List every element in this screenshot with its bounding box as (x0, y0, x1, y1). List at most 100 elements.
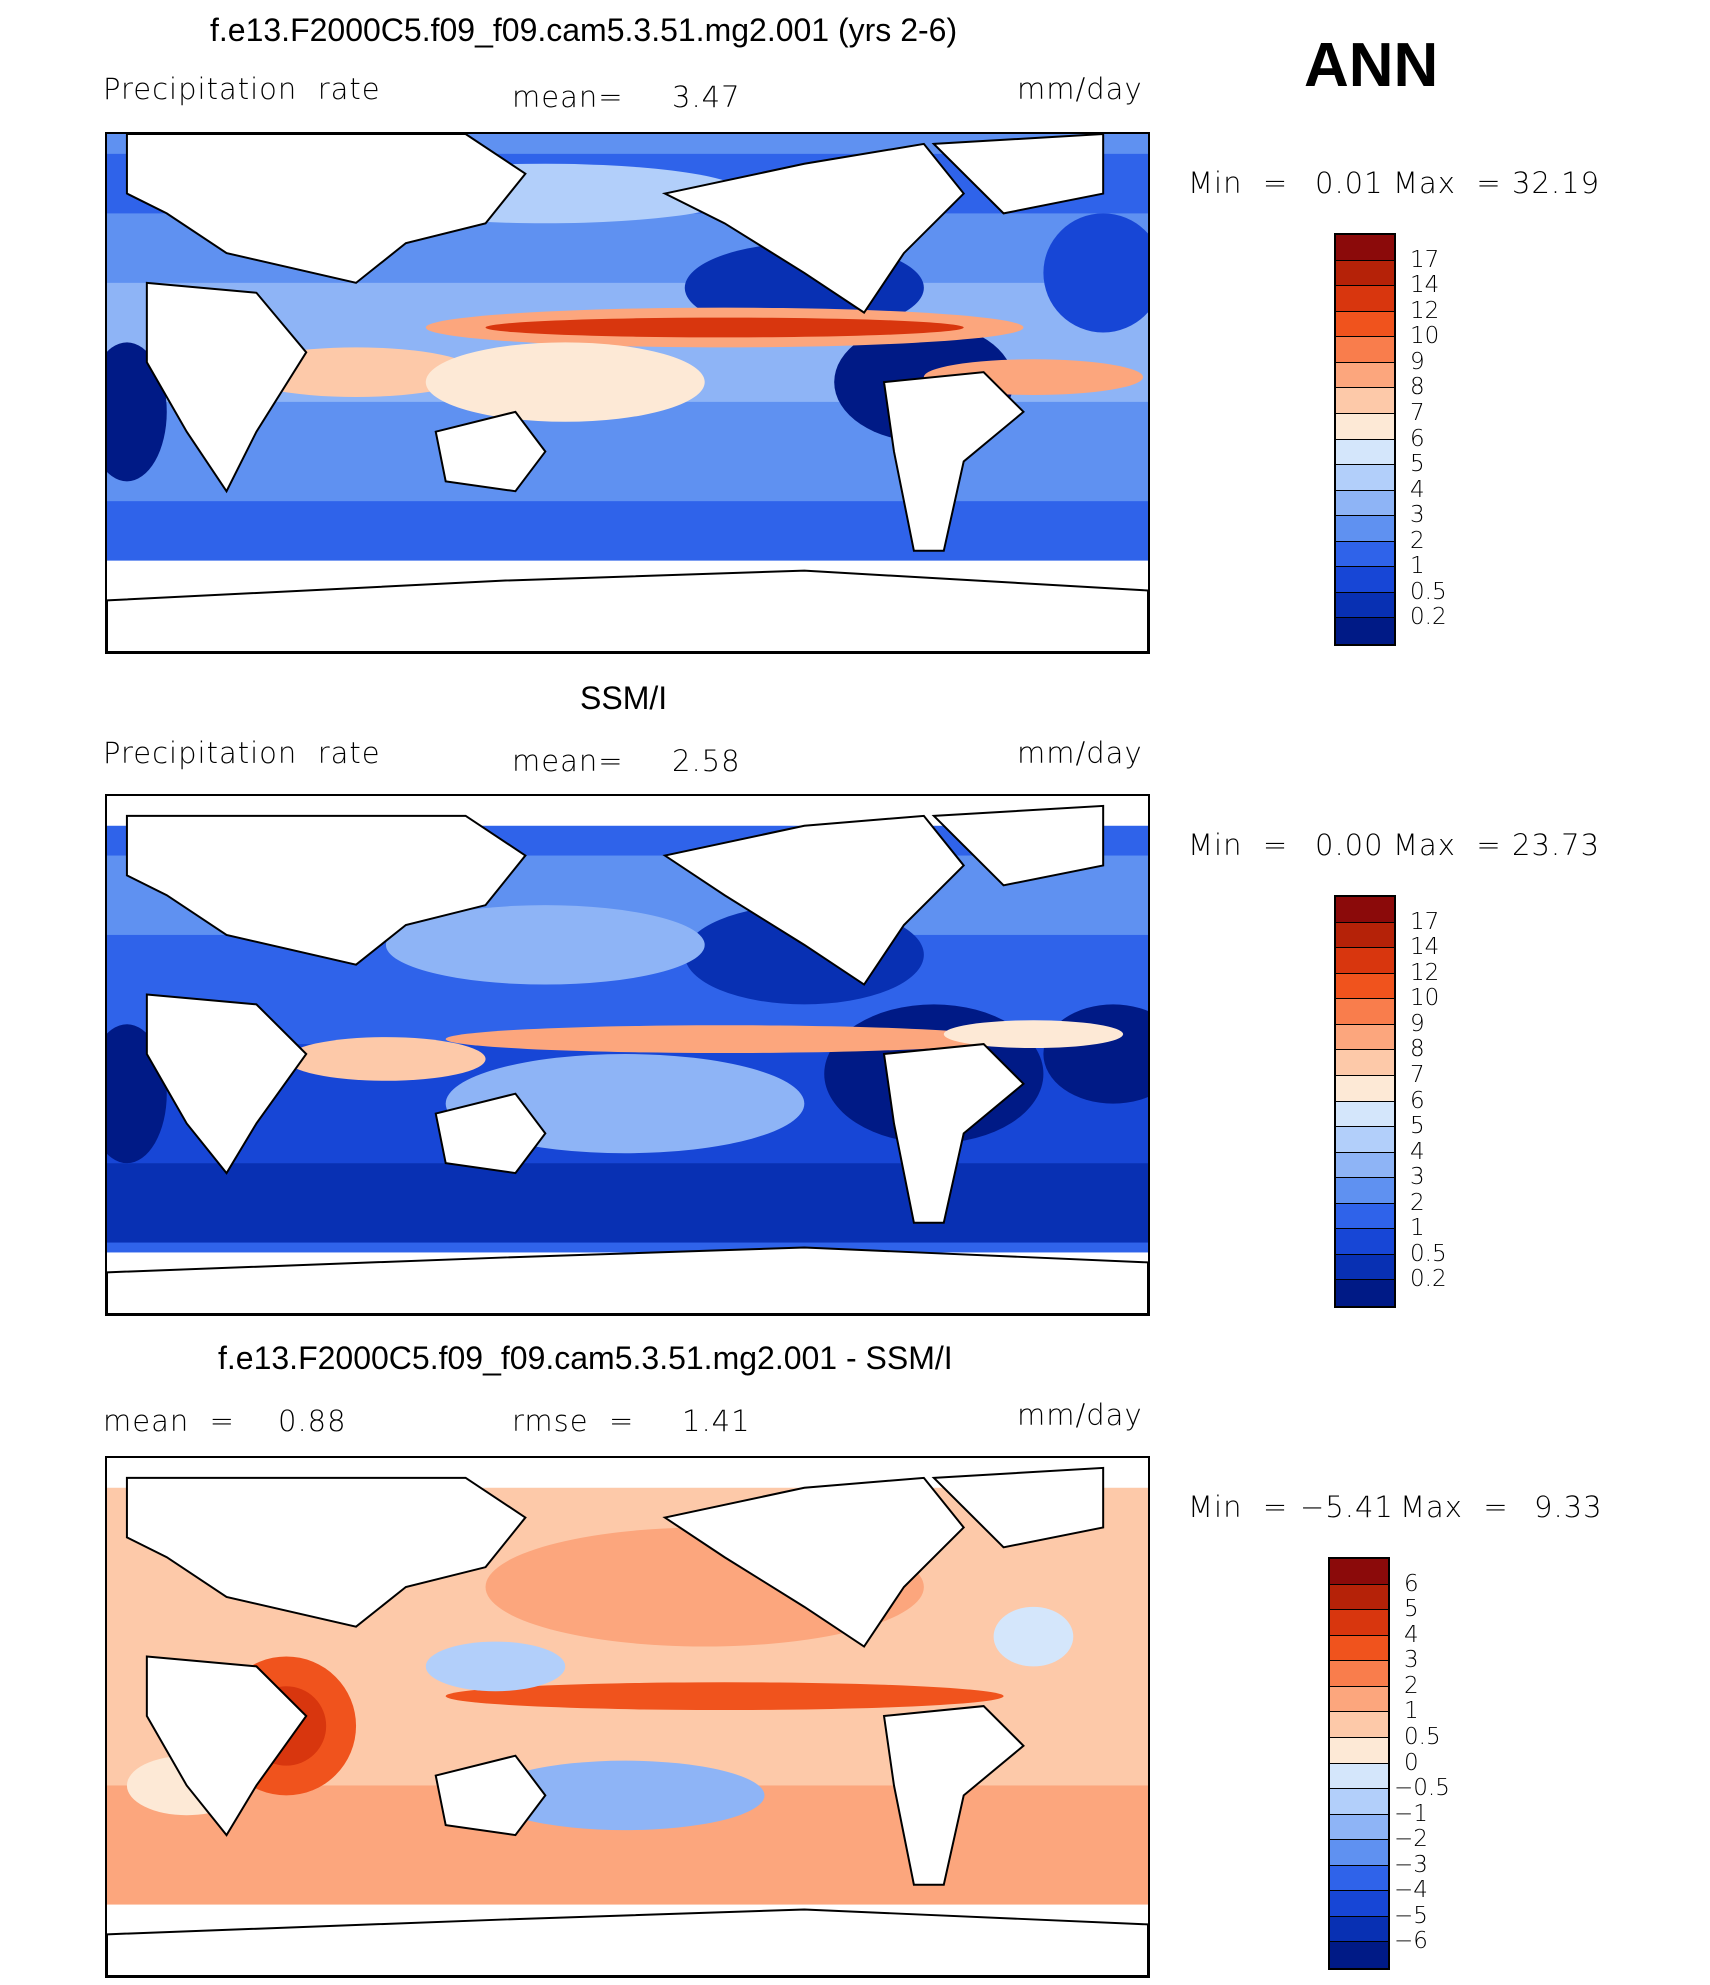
colorbar-tick-label: 1 (1404, 1698, 1419, 1725)
colorbar-swatch (1336, 337, 1394, 363)
colorbar-swatch (1336, 897, 1394, 923)
panel-3-max-value: 9.33 (1534, 1490, 1603, 1524)
colorbar-tick-label: 1 (1410, 1215, 1425, 1242)
colorbar-tick-label: 0 (1404, 1749, 1419, 1776)
colorbar-swatch (1336, 618, 1394, 644)
colorbar-tick-label: 7 (1410, 1061, 1425, 1088)
colorbar-tick-label: 2 (1410, 527, 1425, 554)
colorbar-swatch (1336, 1024, 1394, 1051)
panel-3-mean-value: 0.88 (278, 1404, 347, 1438)
colorbar-swatch (1336, 260, 1394, 287)
panel-2-title: SSM/I (580, 680, 668, 716)
panel-1-mean-value: 3.47 (672, 80, 741, 114)
colorbar-tick-label: −6 (1394, 1928, 1428, 1955)
panel-2-map (105, 794, 1150, 1316)
colorbar-tick-label: 6 (1404, 1570, 1419, 1597)
colorbar-tick-label: 4 (1410, 1138, 1425, 1165)
season-label: ANN (1304, 31, 1439, 100)
colorbar-swatch (1330, 1789, 1388, 1815)
colorbar-tick-label: 2 (1410, 1189, 1425, 1216)
colorbar-tick-label: 5 (1410, 1113, 1425, 1140)
colorbar-swatch (1336, 388, 1394, 414)
panel-3-min-value: −5.41 (1300, 1490, 1394, 1524)
panel-2-max-label: Max = (1393, 828, 1502, 862)
colorbar-tick-label: 5 (1404, 1596, 1419, 1623)
panel-3-max-label: Max = (1400, 1490, 1509, 1524)
colorbar-tick-label: 0.5 (1404, 1723, 1441, 1750)
panel-2-colorbar (1334, 895, 1396, 1308)
panel-1-max-label: Max = (1393, 166, 1502, 200)
colorbar-swatch (1330, 1814, 1388, 1841)
colorbar-tick-label: 0.5 (1410, 1240, 1447, 1267)
colorbar-swatch (1336, 1101, 1394, 1128)
colorbar-tick-label: 17 (1410, 908, 1440, 935)
panel-3-map (105, 1456, 1150, 1978)
colorbar-swatch (1330, 1763, 1388, 1790)
panel-3-min-label: Min = (1188, 1490, 1289, 1524)
panel-3-rmse-label: rmse = (512, 1404, 635, 1438)
panel-1-max-value: 32.19 (1512, 166, 1601, 200)
colorbar-tick-label: −4 (1394, 1877, 1428, 1904)
colorbar-tick-label: −0.5 (1394, 1775, 1450, 1802)
colorbar-tick-label: 4 (1410, 476, 1425, 503)
colorbar-swatch (1336, 235, 1394, 261)
panel-3-units: mm/day (1017, 1398, 1143, 1432)
colorbar-swatch (1336, 439, 1394, 466)
colorbar-tick-label: 6 (1410, 425, 1425, 452)
colorbar-swatch (1336, 490, 1394, 517)
panel-2-mean-value: 2.58 (672, 744, 741, 778)
colorbar-tick-label: 12 (1410, 959, 1440, 986)
colorbar-tick-label: 7 (1410, 399, 1425, 426)
colorbar-swatch (1336, 541, 1394, 568)
colorbar-swatch (1336, 1152, 1394, 1179)
colorbar-swatch (1330, 1635, 1388, 1662)
colorbar-tick-label: 4 (1404, 1621, 1419, 1648)
panel-2-variable-label: Precipitation rate (103, 736, 381, 770)
panel-3-colorbar (1328, 1557, 1390, 1970)
colorbar-swatch (1336, 922, 1394, 949)
colorbar-tick-label: 0.5 (1410, 578, 1447, 605)
panel-1-colorbar (1334, 233, 1396, 646)
panel-1-min-value: 0.01 (1315, 166, 1384, 200)
colorbar-tick-label: −1 (1394, 1800, 1428, 1827)
colorbar-swatch (1336, 413, 1394, 440)
panel-1-map (105, 132, 1150, 654)
colorbar-tick-label: 3 (1410, 502, 1425, 529)
colorbar-swatch (1336, 1254, 1394, 1281)
colorbar-swatch (1336, 1203, 1394, 1230)
panel-2-mean-label: mean= (512, 744, 624, 778)
colorbar-swatch (1336, 948, 1394, 974)
panel-3-title: f.e13.F2000C5.f09_f09.cam5.3.51.mg2.001 … (218, 1340, 953, 1376)
panel-2-min-value: 0.00 (1315, 828, 1384, 862)
panel-2-min-label: Min = (1188, 828, 1289, 862)
panel-2-max-value: 23.73 (1512, 828, 1601, 862)
colorbar-tick-label: 5 (1410, 451, 1425, 478)
colorbar-swatch (1336, 999, 1394, 1025)
colorbar-swatch (1336, 973, 1394, 1000)
colorbar-swatch (1336, 1050, 1394, 1076)
panel-1-precip-field (107, 134, 1148, 652)
colorbar-tick-label: 12 (1410, 297, 1440, 324)
colorbar-tick-label: 8 (1410, 374, 1425, 401)
colorbar-tick-label: 10 (1410, 323, 1440, 350)
colorbar-tick-label: 14 (1410, 934, 1440, 961)
colorbar-swatch (1330, 1916, 1388, 1943)
colorbar-tick-label: 8 (1410, 1036, 1425, 1063)
colorbar-tick-label: 17 (1410, 246, 1440, 273)
colorbar-tick-label: 0.2 (1410, 1266, 1447, 1293)
colorbar-tick-label: −2 (1394, 1826, 1428, 1853)
colorbar-swatch (1336, 286, 1394, 312)
colorbar-tick-label: 3 (1404, 1647, 1419, 1674)
panel-3-rmse-value: 1.41 (682, 1404, 751, 1438)
colorbar-swatch (1336, 362, 1394, 389)
colorbar-tick-label: 2 (1404, 1672, 1419, 1699)
colorbar-swatch (1330, 1559, 1388, 1585)
colorbar-tick-label: −3 (1394, 1851, 1428, 1878)
colorbar-swatch (1336, 1075, 1394, 1102)
panel-1-mean-label: mean= (512, 80, 624, 114)
colorbar-tick-label: 1 (1410, 553, 1425, 580)
colorbar-tick-label: 3 (1410, 1164, 1425, 1191)
colorbar-swatch (1330, 1737, 1388, 1764)
colorbar-swatch (1336, 516, 1394, 542)
panel-2-units: mm/day (1017, 736, 1143, 770)
